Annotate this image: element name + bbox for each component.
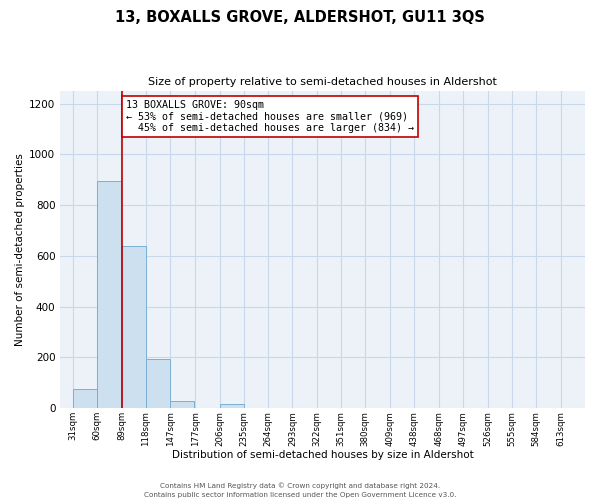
Bar bbox=[146, 358, 170, 408]
Bar bbox=[97, 181, 121, 408]
Text: 13, BOXALLS GROVE, ALDERSHOT, GU11 3QS: 13, BOXALLS GROVE, ALDERSHOT, GU11 3QS bbox=[115, 10, 485, 25]
Title: Size of property relative to semi-detached houses in Aldershot: Size of property relative to semi-detach… bbox=[148, 78, 497, 88]
Bar bbox=[170, 400, 194, 408]
Bar bbox=[220, 404, 244, 408]
Text: Contains public sector information licensed under the Open Government Licence v3: Contains public sector information licen… bbox=[144, 492, 456, 498]
Bar bbox=[73, 389, 97, 408]
X-axis label: Distribution of semi-detached houses by size in Aldershot: Distribution of semi-detached houses by … bbox=[172, 450, 473, 460]
Y-axis label: Number of semi-detached properties: Number of semi-detached properties bbox=[15, 153, 25, 346]
Text: Contains HM Land Registry data © Crown copyright and database right 2024.: Contains HM Land Registry data © Crown c… bbox=[160, 482, 440, 489]
Bar bbox=[122, 246, 146, 408]
Text: 13 BOXALLS GROVE: 90sqm
← 53% of semi-detached houses are smaller (969)
  45% of: 13 BOXALLS GROVE: 90sqm ← 53% of semi-de… bbox=[127, 100, 415, 133]
